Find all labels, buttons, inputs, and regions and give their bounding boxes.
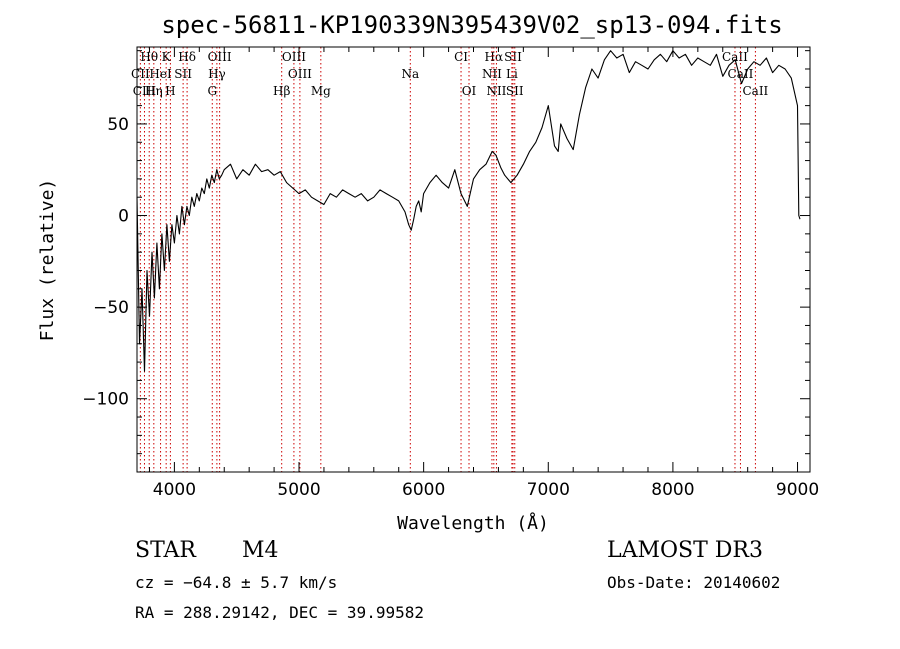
x-tick-label: 9000: [776, 480, 819, 500]
spectral-line-label: Na: [401, 67, 419, 81]
x-tick-label: 6000: [402, 480, 445, 500]
spectral-line-label: OIII: [288, 67, 312, 81]
x-tick-label: 4000: [153, 480, 196, 500]
spectral-line-label: SII: [506, 84, 524, 98]
spectral-line-label: NII: [486, 84, 506, 98]
y-tick-label: −50: [93, 298, 129, 318]
spectral-line-label: Mg: [311, 84, 331, 98]
redshift-velocity: cz = −64.8 ± 5.7 km/s: [135, 573, 338, 592]
x-tick-label: 8000: [651, 480, 694, 500]
spectral-line-label: Hδ: [178, 50, 196, 64]
y-tick-label: 0: [118, 207, 129, 227]
spectral-line-label: Hγ: [208, 67, 226, 81]
y-tick-label: 50: [107, 115, 129, 135]
observation-date: Obs-Date: 20140602: [607, 573, 781, 592]
plot-frame: [136, 46, 811, 473]
spectral-line-label: CII: [131, 67, 150, 81]
spectrum-series: [136, 50, 801, 372]
coordinates: RA = 288.29142, DEC = 39.99582: [135, 603, 424, 622]
object-class: STAR: [135, 538, 196, 563]
survey-name: LAMOST DR3: [607, 538, 763, 563]
spectrum-line: [136, 50, 801, 372]
axis-ticks: 4000 5000 6000 7000 8000 9000 −100 −50 0 50: [82, 47, 819, 500]
spectral-line-label: OIII: [208, 50, 232, 64]
y-tick-label: −100: [82, 390, 129, 410]
x-axis-label: Wavelength (Å): [397, 512, 549, 534]
object-subclass: M4: [242, 538, 279, 563]
spectral-line-label: OI: [462, 84, 477, 98]
spectral-line-label: H: [165, 84, 175, 98]
spectral-line-label: G: [207, 84, 217, 98]
spectral-line-label: HeI: [149, 67, 172, 81]
spectral-line-label: CaII: [742, 84, 768, 98]
y-axis-label: Flux (relative): [37, 179, 58, 342]
spectral-line-label: Hα: [485, 50, 504, 64]
x-tick-label: 5000: [277, 480, 320, 500]
spectral-line-label: NII: [482, 67, 502, 81]
spectral-line-label: SII: [174, 67, 192, 81]
spectral-line-label: Hβ: [273, 84, 290, 98]
x-tick-label: 7000: [527, 480, 570, 500]
spectral-line-label: Hθ: [140, 50, 158, 64]
spectral-line-label: CaII: [722, 50, 748, 64]
spectral-line-label: OIII: [282, 50, 306, 64]
spectral-line-label: Hη: [145, 84, 163, 98]
spectral-line-label: K: [162, 50, 172, 64]
spectral-line-label: Li: [506, 67, 518, 81]
chart-title: spec-56811-KP190339N395439V02_sp13-094.f…: [161, 11, 782, 39]
spectral-line-label: SII: [504, 50, 522, 64]
spectral-line-label: CI: [454, 50, 468, 64]
